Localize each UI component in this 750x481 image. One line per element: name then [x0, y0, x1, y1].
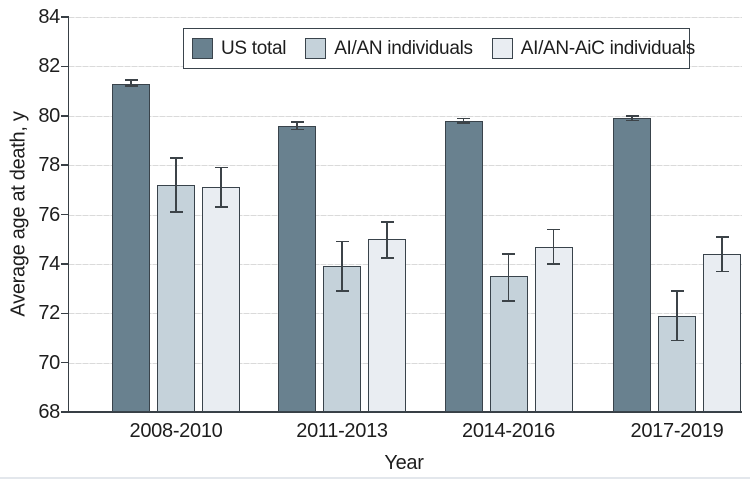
error-cap-high	[547, 228, 560, 231]
bottom-border-rule	[0, 477, 750, 479]
error-bar	[220, 167, 222, 208]
y-tick-84	[61, 16, 69, 18]
x-tick-label-2011-2013: 2011-2013	[296, 420, 388, 442]
error-cap-low	[502, 300, 515, 302]
error-bar	[721, 236, 723, 272]
y-tick-label-80: 80	[38, 104, 60, 127]
error-cap-high	[625, 115, 639, 117]
error-cap-high	[502, 253, 515, 255]
error-bar	[175, 157, 177, 212]
error-cap-low	[715, 270, 729, 272]
bar-us-total	[444, 120, 483, 412]
error-cap-low	[124, 85, 138, 87]
legend-item: US total	[192, 38, 286, 60]
bar-ai-an-aic-individuals	[703, 254, 741, 412]
error-bar	[631, 115, 633, 121]
x-tick-label-2008-2010: 2008-2010	[129, 420, 223, 442]
y-tick-68	[61, 411, 69, 413]
error-cap-high	[214, 166, 228, 169]
gridline-84	[69, 17, 742, 18]
y-tick-label-70: 70	[38, 351, 60, 374]
error-cap-low	[169, 211, 183, 213]
error-cap-high	[380, 221, 394, 223]
y-tick-78	[61, 164, 69, 166]
y-tick-82	[61, 65, 69, 68]
x-tick-label-2017-2019: 2017-2019	[630, 420, 724, 442]
gridline-80	[69, 115, 742, 117]
y-tick-label-76: 76	[38, 203, 60, 226]
gridline-76	[69, 214, 742, 216]
bar-us-total	[613, 118, 651, 412]
bar-ai-an-aic-individuals	[534, 246, 573, 412]
error-cap-low	[547, 263, 560, 265]
bar-us-total	[278, 125, 316, 412]
error-bar	[296, 121, 298, 130]
y-tick-label-74: 74	[38, 252, 60, 275]
error-cap-high	[457, 117, 470, 119]
error-bar	[341, 241, 343, 292]
error-cap-low	[670, 339, 684, 342]
error-cap-high	[715, 236, 729, 238]
error-cap-high	[124, 79, 138, 81]
y-tick-76	[61, 213, 69, 216]
bar-ai-an-aic-individuals	[368, 239, 406, 412]
error-cap-low	[214, 206, 228, 208]
y-tick-72	[61, 312, 69, 314]
error-cap-low	[290, 128, 304, 131]
error-bar	[462, 118, 465, 124]
legend-item: AI/AN-AiC individuals	[491, 37, 696, 60]
y-tick-label-78: 78	[38, 154, 60, 177]
legend-item: AI/AN individuals	[305, 38, 473, 60]
error-cap-low	[457, 122, 470, 124]
error-cap-high	[335, 240, 349, 243]
x-axis-title: Year	[384, 452, 424, 474]
legend-swatch-icon	[305, 38, 327, 59]
y-tick-label-72: 72	[38, 302, 60, 325]
error-bar	[130, 80, 132, 87]
bar-ai-an-individuals	[157, 184, 195, 412]
error-cap-high	[670, 290, 684, 292]
y-tick-label-82: 82	[38, 55, 60, 78]
bar-us-total	[112, 83, 150, 412]
error-bar	[386, 221, 388, 258]
bar-ai-an-aic-individuals	[202, 187, 240, 412]
error-cap-low	[625, 119, 639, 122]
error-bar	[552, 229, 555, 264]
legend-swatch-icon	[192, 38, 213, 59]
error-bar	[507, 254, 510, 301]
error-cap-low	[335, 290, 349, 292]
x-tick-label-2014-2016: 2014-2016	[462, 420, 555, 442]
error-cap-low	[380, 257, 394, 259]
error-cap-high	[290, 121, 304, 123]
error-cap-high	[169, 157, 183, 159]
legend-label: AI/AN-AiC individuals	[520, 37, 696, 59]
y-tick-label-68: 68	[38, 401, 60, 423]
gridline-78	[69, 165, 742, 167]
y-tick-80	[61, 115, 69, 117]
y-tick-70	[61, 361, 69, 364]
legend-swatch-icon	[491, 38, 513, 59]
y-tick-label-84: 84	[38, 6, 60, 28]
error-bar	[676, 291, 678, 341]
legend: US total AI/AN individuals AI/AN-AiC indiv…	[183, 28, 695, 69]
legend-label: AI/AN individuals	[334, 37, 473, 59]
y-tick-74	[61, 263, 69, 265]
legend-label: US total	[221, 37, 287, 59]
